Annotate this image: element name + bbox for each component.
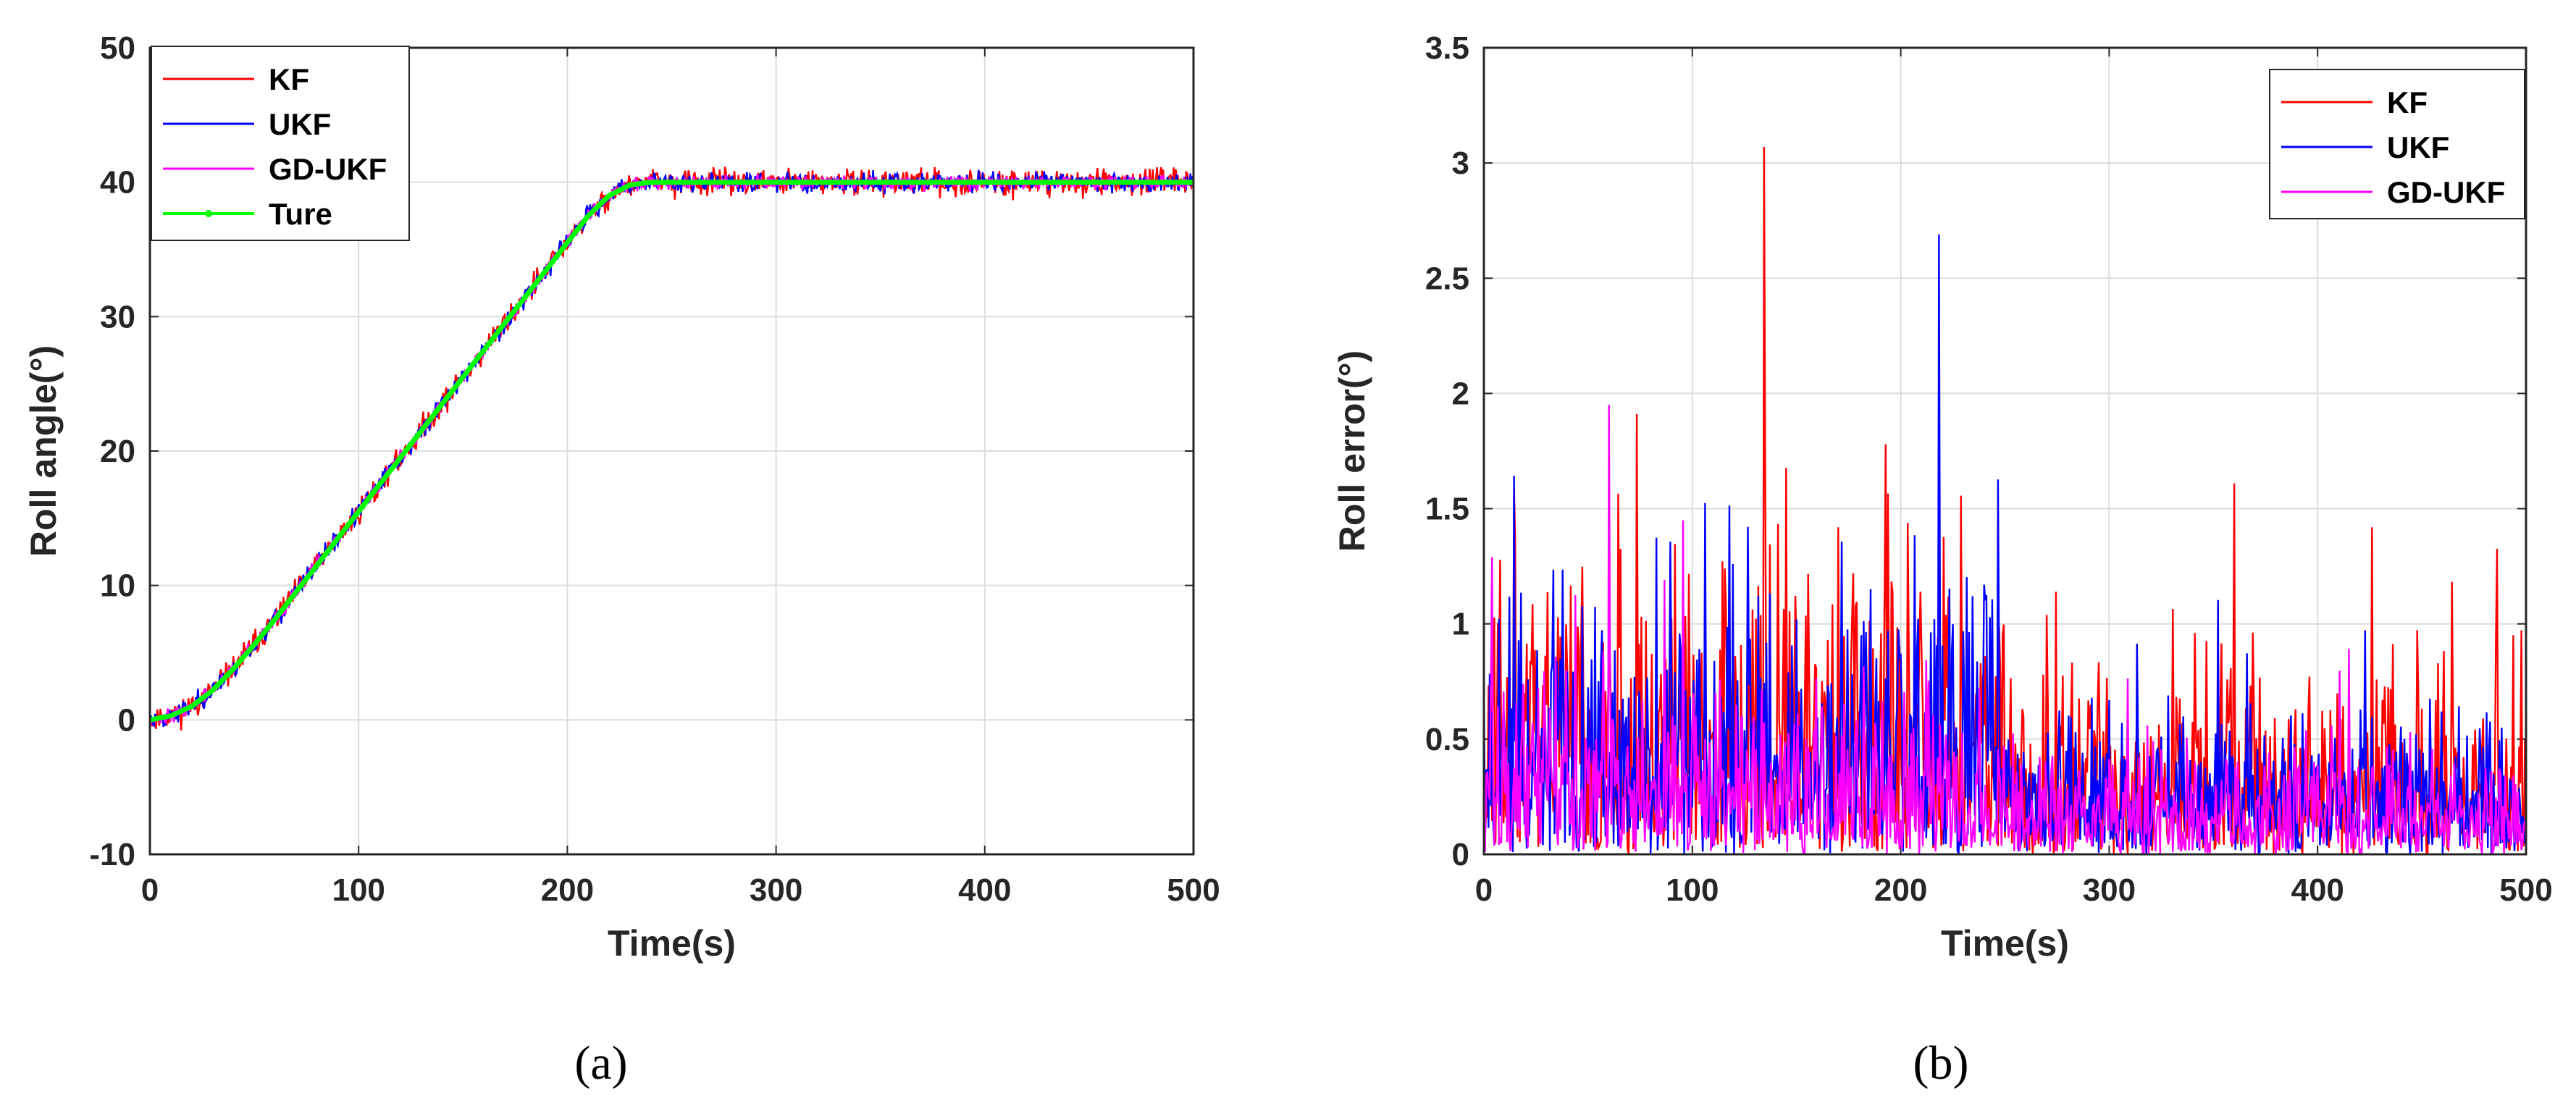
- y-tick-label: 0: [118, 702, 135, 738]
- y-tick-label: 10: [100, 568, 135, 604]
- y-axis-label: Roll angle(°): [23, 345, 64, 557]
- x-tick-label: 0: [141, 872, 159, 908]
- legend-label-gd-ukf: GD-UKF: [2387, 175, 2505, 209]
- legend-box: [2269, 69, 2525, 219]
- series-line-ture: [150, 180, 1193, 723]
- x-tick-label: 0: [1475, 872, 1493, 908]
- x-tick-label: 400: [2291, 872, 2344, 908]
- x-tick-label: 200: [541, 872, 594, 908]
- legend-marker-ture: [205, 210, 212, 217]
- caption-a: (a): [574, 1037, 627, 1090]
- x-axis-label: Time(s): [608, 923, 736, 964]
- y-tick-label: 1: [1452, 607, 1469, 642]
- grid: [149, 47, 1194, 855]
- x-tick-label: 300: [750, 872, 802, 908]
- chart-roll-error: 0 100 200 300 400 500 0 0.5 1 1.5 2 2.5 3 3.5 Time(s) R…: [1332, 30, 2553, 964]
- y-tick-label: 1.5: [1425, 492, 1469, 527]
- y-axis-label: Roll error(°): [1332, 350, 1372, 552]
- legend-label-ukf: UKF: [2387, 130, 2449, 164]
- legend-label-kf: KF: [2387, 85, 2428, 119]
- x-tick-label: 200: [1874, 872, 1927, 908]
- y-tick-label: 3: [1452, 146, 1469, 181]
- x-tick-label: 100: [332, 872, 385, 908]
- y-tick-label: 3.5: [1425, 30, 1469, 66]
- x-tick-label: 400: [958, 872, 1011, 908]
- y-tick-label: 50: [100, 30, 135, 66]
- x-tick-label: 300: [2083, 872, 2136, 908]
- x-tick-label: 500: [2499, 872, 2552, 908]
- y-tick-label: 20: [100, 434, 135, 469]
- y-tick-label: -10: [89, 837, 135, 872]
- y-tick-label: 30: [100, 299, 135, 334]
- axes-frame: [148, 46, 1195, 856]
- y-tick-label: 2: [1452, 376, 1469, 411]
- legend-label-kf: KF: [269, 62, 309, 96]
- legend-label-ukf: UKF: [269, 107, 331, 141]
- y-tick-label: 0.5: [1425, 722, 1469, 757]
- chart-roll-angle: 0 100 200 300 400 500-1001020304050Time(s)Rol…: [23, 30, 1220, 964]
- x-tick-label: 500: [1167, 872, 1220, 908]
- x-tick-label: 100: [1666, 872, 1719, 908]
- series-line-gd-ukf: [1484, 405, 2526, 854]
- x-axis-label: Time(s): [1941, 923, 2069, 964]
- y-tick-label: 2.5: [1425, 261, 1469, 296]
- caption-b: (b): [1913, 1037, 1969, 1090]
- y-tick-label: 0: [1452, 837, 1469, 872]
- axes-frame: [1482, 46, 2527, 856]
- series-line-ukf: [1484, 234, 2526, 854]
- legend-label-gd-ukf: GD-UKF: [269, 152, 387, 186]
- y-tick-label: 40: [100, 165, 135, 201]
- legend-label-ture: Ture: [269, 197, 332, 231]
